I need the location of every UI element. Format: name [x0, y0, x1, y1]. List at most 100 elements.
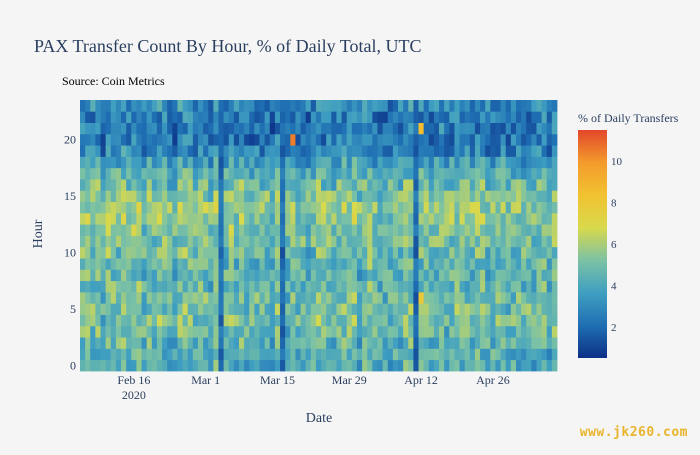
heatmap-cell — [228, 303, 235, 315]
heatmap-cell — [454, 212, 460, 225]
heatmap-cell — [464, 190, 471, 203]
heatmap-cell — [249, 167, 255, 180]
heatmap-cell — [305, 258, 312, 270]
heatmap-cell — [531, 280, 537, 293]
heatmap-cell — [454, 224, 460, 236]
colorbar-tick-label: 2 — [611, 322, 617, 334]
heatmap-cell — [300, 303, 307, 315]
heatmap-cell — [131, 314, 137, 327]
heatmap-cell — [398, 325, 404, 338]
heatmap-cell — [131, 167, 137, 180]
heatmap-cell — [264, 179, 271, 191]
heatmap-cell — [521, 179, 527, 191]
heatmap-cell — [541, 179, 548, 191]
heatmap-cell — [192, 145, 199, 157]
heatmap-cell — [367, 291, 373, 304]
heatmap-cell — [295, 111, 301, 123]
heatmap-cell — [521, 269, 527, 282]
heatmap-cell — [151, 325, 158, 338]
heatmap-cell — [259, 269, 266, 282]
heatmap-cell — [454, 201, 460, 214]
heatmap-cell — [331, 303, 337, 315]
heatmap-cell — [336, 235, 342, 248]
heatmap-cell — [536, 122, 543, 135]
heatmap-cell — [115, 235, 122, 248]
heatmap-cell — [377, 190, 384, 203]
heatmap-cell — [187, 325, 194, 338]
heatmap-cell — [413, 258, 419, 270]
heatmap-cell — [300, 179, 307, 191]
heatmap-cell — [521, 303, 527, 315]
heatmap-cell — [495, 212, 501, 225]
heatmap-cell — [331, 258, 337, 270]
heatmap-cell — [264, 269, 271, 282]
heatmap-cell — [469, 246, 476, 259]
heatmap-cell — [495, 156, 501, 169]
heatmap-cell — [136, 190, 142, 203]
heatmap-cell — [172, 235, 178, 248]
heatmap-cell — [521, 246, 527, 259]
heatmap-cell — [208, 246, 214, 259]
heatmap-cell — [197, 145, 204, 157]
heatmap-cell — [326, 156, 332, 169]
heatmap-cell — [295, 145, 301, 157]
heatmap-cell — [372, 246, 378, 259]
heatmap-cell — [413, 122, 419, 135]
heatmap-cell — [192, 212, 199, 225]
heatmap-cell — [315, 190, 322, 203]
heatmap-cell — [156, 303, 163, 315]
heatmap-cell — [156, 314, 163, 327]
heatmap-cell — [326, 280, 332, 293]
heatmap-cell — [274, 325, 281, 338]
heatmap-cell — [377, 359, 384, 372]
heatmap-cell — [264, 167, 271, 180]
heatmap-cell — [367, 258, 373, 270]
heatmap-cell — [459, 246, 466, 259]
heatmap-cell — [485, 269, 491, 282]
heatmap-cell — [433, 167, 440, 180]
heatmap-cell — [387, 246, 394, 259]
heatmap-cell — [244, 258, 250, 270]
heatmap-cell — [551, 212, 558, 225]
heatmap-cell — [110, 156, 117, 169]
heatmap-cell — [233, 235, 240, 248]
heatmap-cell — [177, 145, 183, 157]
heatmap-cell — [428, 246, 435, 259]
heatmap-cell — [192, 303, 199, 315]
heatmap-cell — [372, 280, 378, 293]
heatmap-cell — [546, 201, 553, 214]
heatmap-cell — [428, 269, 435, 282]
heatmap-cell — [392, 190, 399, 203]
heatmap-cell — [274, 190, 281, 203]
heatmap-cell — [392, 100, 399, 112]
heatmap-cell — [490, 291, 496, 304]
heatmap-cell — [244, 269, 250, 282]
heatmap-cell — [290, 145, 296, 157]
heatmap-cell — [541, 280, 548, 293]
heatmap-cell — [249, 269, 255, 282]
heatmap-cell — [141, 359, 148, 372]
heatmap-cell — [90, 337, 96, 349]
heatmap-cell — [356, 179, 363, 191]
heatmap-cell — [515, 314, 522, 327]
heatmap-cell — [336, 348, 342, 361]
heatmap-cell — [459, 111, 466, 123]
heatmap-cell — [162, 337, 168, 349]
heatmap-cell — [469, 291, 476, 304]
heatmap-cell — [131, 224, 137, 236]
heatmap-cell — [510, 167, 517, 180]
heatmap-cell — [351, 280, 358, 293]
heatmap-cell — [167, 111, 173, 123]
heatmap-cell — [213, 269, 219, 282]
heatmap-cell — [151, 314, 158, 327]
heatmap-cell — [146, 179, 153, 191]
heatmap-cell — [254, 201, 260, 214]
heatmap-cell — [490, 224, 496, 236]
heatmap-cell — [356, 303, 363, 315]
heatmap-cell — [351, 359, 358, 372]
heatmap-cell — [254, 212, 260, 225]
heatmap-cell — [208, 145, 214, 157]
heatmap-cell — [418, 269, 425, 282]
heatmap-cell — [418, 212, 425, 225]
heatmap-cell — [321, 212, 327, 225]
